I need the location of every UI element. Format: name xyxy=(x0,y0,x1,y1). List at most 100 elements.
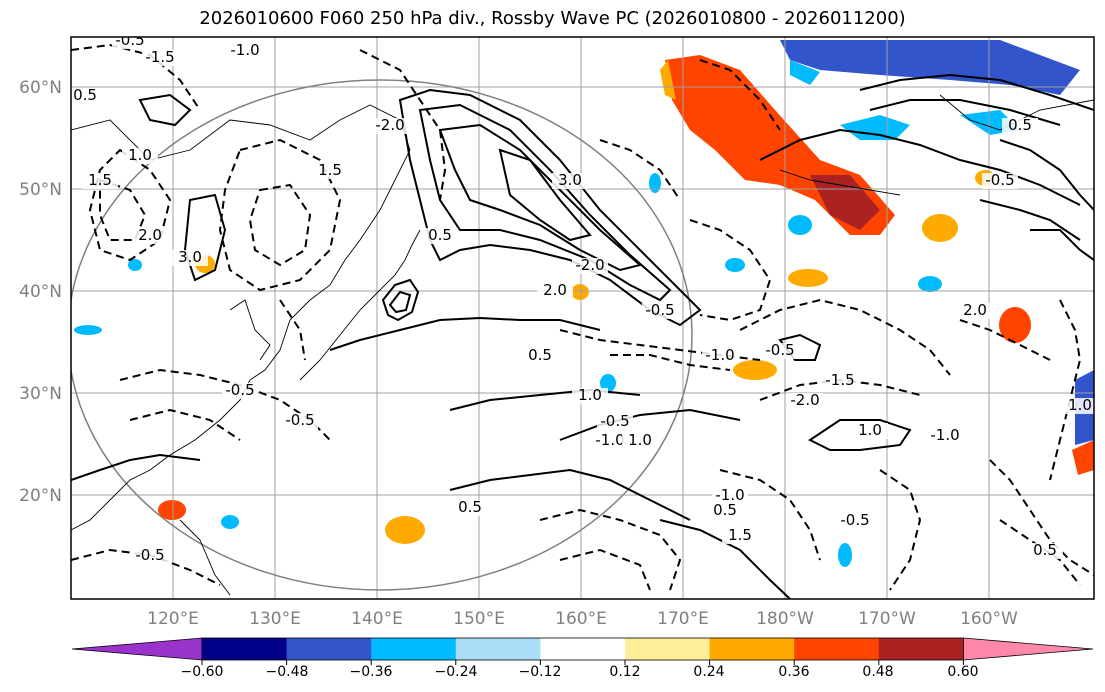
contour-neg-16 xyxy=(719,469,821,561)
contour-label: 2.0 xyxy=(138,226,162,244)
colorbar-segment xyxy=(540,638,626,660)
contour-label: 1.0 xyxy=(1068,396,1092,414)
shade-negative-spot xyxy=(788,215,812,235)
contour-label-bg xyxy=(552,173,588,189)
contour-label-bg xyxy=(1062,398,1094,414)
contour-label-bg xyxy=(837,513,873,529)
contour-label-bg xyxy=(522,348,558,364)
lat-tick-label: 50°N xyxy=(19,180,62,200)
coastline-alaska xyxy=(939,94,1094,131)
contour-neg-8 xyxy=(610,354,731,371)
contour-label-bg xyxy=(172,250,208,266)
contour-pos-3 xyxy=(438,123,643,272)
contour-label: 0.5 xyxy=(428,226,452,244)
contour-neg-13 xyxy=(129,408,241,441)
coastline-philippines xyxy=(179,519,231,596)
lon-tick-label: 160°E xyxy=(555,609,607,629)
colorbar-tick-label: 0.60 xyxy=(947,664,978,680)
shade-positive-spot-4 xyxy=(385,516,425,544)
contour-label-bg xyxy=(982,173,1018,189)
contour-label-bg xyxy=(572,258,608,274)
contour-label: -0.5 xyxy=(285,411,314,429)
lat-tick-label: 30°N xyxy=(19,384,62,404)
colorbar-tick-label: 0.48 xyxy=(862,664,893,680)
contour-label: -1.0 xyxy=(930,426,959,444)
contour-label: 1.5 xyxy=(88,171,112,189)
lat-tick-label: 40°N xyxy=(19,282,62,302)
shade-negative-spot-6 xyxy=(838,543,852,567)
contour-label-bg xyxy=(597,414,633,430)
contour-label: -2.0 xyxy=(375,116,404,134)
contour-pos-4 xyxy=(498,148,592,242)
contour-label: -1.0 xyxy=(705,346,734,364)
contour-label: -2.0 xyxy=(575,256,604,274)
lon-tick-label: 180°W xyxy=(756,609,814,629)
coastline-aleutians xyxy=(779,169,901,196)
contour-label: -1.0 xyxy=(595,431,624,449)
contour-label: 0.5 xyxy=(528,346,552,364)
lon-tick-labels: 120°E 130°E 140°E 150°E 160°E 170°E 180°… xyxy=(147,609,1018,629)
colorbar-tick-label: −0.60 xyxy=(181,664,224,680)
colorbar-segment xyxy=(625,638,711,660)
contour-label-bg xyxy=(142,50,178,66)
contour-label: 2.0 xyxy=(963,301,987,319)
shade-negative-spot-2 xyxy=(649,173,661,193)
contour-label-bg xyxy=(537,283,573,299)
colorbar-tick-label: 0.36 xyxy=(778,664,809,680)
contour-label-bg xyxy=(707,503,743,519)
contour-neg-4 xyxy=(218,138,342,292)
contour-label-bg xyxy=(762,343,798,359)
contour-label: 1.5 xyxy=(728,526,752,544)
contour-label-bg xyxy=(957,303,993,319)
map-frame xyxy=(70,36,1095,600)
shade-negative-spot-3 xyxy=(725,258,745,272)
colorbar-tick-label: −0.24 xyxy=(435,664,478,680)
contour-label: 0.5 xyxy=(1033,541,1057,559)
contour-label-bg xyxy=(132,228,168,244)
contour-neg-15 xyxy=(559,548,651,591)
contour-label: 1.5 xyxy=(318,161,342,179)
shade-positive-spot-8 xyxy=(571,284,589,300)
contour-pos-12 xyxy=(808,419,912,451)
contour-label: 0.5 xyxy=(458,498,482,516)
shade-positive-spot xyxy=(922,214,958,242)
contour-label: -1.5 xyxy=(825,371,854,389)
contour-label-bg xyxy=(422,228,458,244)
contour-label-bg xyxy=(622,433,658,449)
contour-label: -0.5 xyxy=(840,511,869,529)
contour-label-bg xyxy=(122,148,158,164)
colorbar-segment xyxy=(202,638,288,660)
contour-neg-21 xyxy=(959,319,1051,361)
contour-neg-23 xyxy=(699,59,781,131)
colorbar-extend-high xyxy=(963,637,1094,661)
colorbar xyxy=(71,637,1094,665)
contour-pos-10 xyxy=(869,99,1061,126)
contour-label-bg xyxy=(1027,543,1063,559)
contour-label: -2.0 xyxy=(790,391,819,409)
lon-tick-label: 130°E xyxy=(249,609,301,629)
contour-label: -0.5 xyxy=(115,31,144,49)
contour-label: -1.0 xyxy=(230,41,259,59)
contour-neg-18 xyxy=(989,459,1094,576)
lon-tick-label: 120°E xyxy=(147,609,199,629)
shade-negative-mid xyxy=(840,115,910,140)
colorbar-tick-label: −0.48 xyxy=(266,664,309,680)
coastline-korea xyxy=(229,299,271,361)
contour-label-bg xyxy=(452,500,488,516)
coastline-asia xyxy=(71,104,411,531)
contour-pos-22 xyxy=(979,199,1081,241)
lat-tick-label: 20°N xyxy=(19,486,62,506)
colorbar-segment xyxy=(286,638,372,660)
contour-label-bg xyxy=(787,393,823,409)
lon-tick-label: 160°W xyxy=(960,609,1018,629)
map-title: 2026010600 F060 250 hPa div., Rossby Wav… xyxy=(199,8,906,29)
contour-label: 1.0 xyxy=(128,146,152,164)
contour-label: -0.5 xyxy=(765,341,794,359)
shade-positive-spot-6 xyxy=(999,307,1031,343)
contour-label-bg xyxy=(132,548,168,564)
region-circle xyxy=(71,79,693,591)
shade-negative-spot-7 xyxy=(221,515,239,529)
colorbar-segment xyxy=(794,638,880,660)
contour-neg-10 xyxy=(739,298,951,376)
contour-label-bg xyxy=(722,528,758,544)
